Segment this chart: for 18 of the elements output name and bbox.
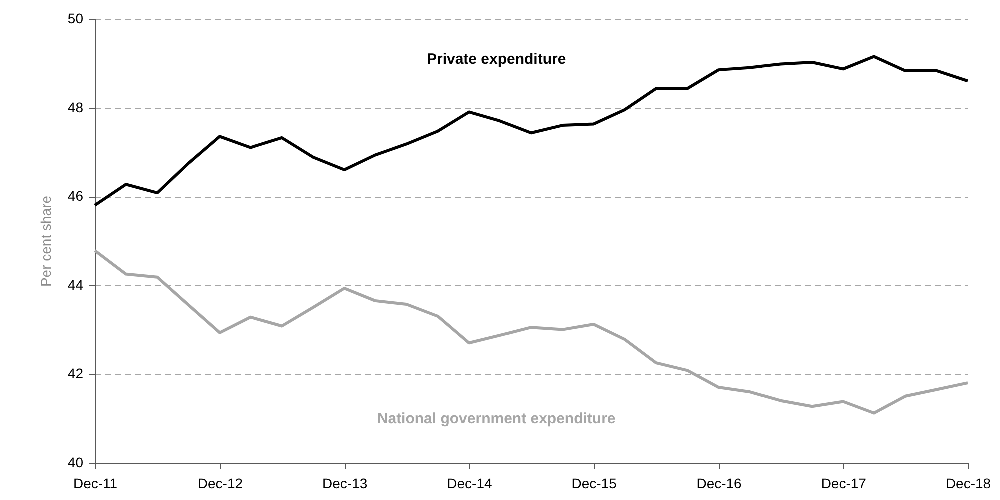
y-tick-label: 48: [68, 99, 84, 116]
y-tick-label: 50: [68, 10, 84, 26]
y-tick-label: 46: [68, 188, 84, 204]
y-tick-label: 42: [68, 366, 84, 382]
x-tick-label: Dec-11: [73, 476, 118, 492]
x-tick-label: Dec-17: [821, 476, 867, 492]
x-tick-label: Dec-12: [198, 476, 244, 492]
y-tick-label: 44: [68, 276, 84, 293]
x-tick-label: Dec-15: [572, 476, 618, 492]
x-tick-label: Dec-18: [946, 476, 992, 492]
x-tick-label: Dec-16: [696, 476, 742, 492]
x-tick-label: Dec-13: [322, 476, 368, 492]
text: Private expenditure: [426, 50, 566, 68]
line-series: [94, 55, 970, 207]
y-axis-title: Per cent share: [38, 196, 54, 288]
x-tick-label: Dec-14: [447, 476, 492, 492]
y-tick-label: 40: [68, 454, 84, 470]
text: National government expenditure: [377, 410, 616, 428]
